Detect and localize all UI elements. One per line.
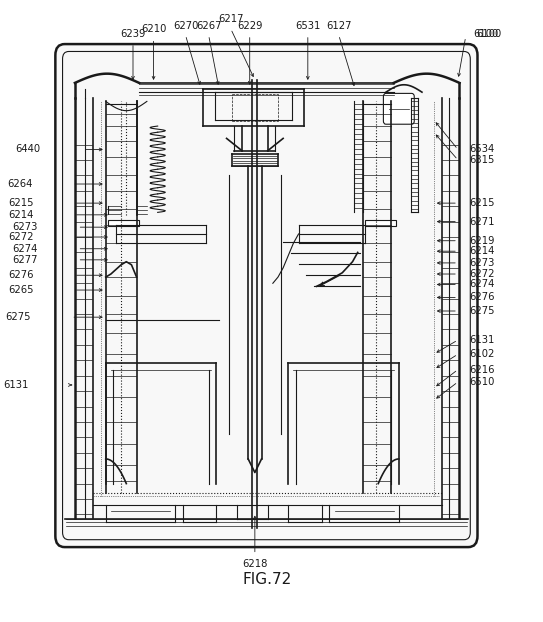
Text: 6215: 6215: [469, 198, 495, 208]
Text: 6272: 6272: [8, 232, 34, 242]
Text: 6274: 6274: [12, 244, 37, 254]
Text: 6276: 6276: [469, 292, 495, 302]
Text: 6276: 6276: [8, 270, 34, 281]
Text: 6265: 6265: [8, 285, 34, 295]
Text: 6239: 6239: [121, 29, 146, 39]
FancyBboxPatch shape: [55, 44, 477, 547]
Text: 6216: 6216: [469, 364, 495, 374]
Text: 6267: 6267: [196, 21, 222, 30]
Bar: [365, 220, 396, 226]
Text: 6531: 6531: [295, 21, 320, 30]
Text: 6510: 6510: [469, 377, 495, 387]
Text: 6275: 6275: [469, 306, 495, 316]
Text: 6100: 6100: [473, 29, 498, 39]
Text: 6315: 6315: [469, 155, 495, 165]
Text: 6229: 6229: [237, 21, 262, 30]
Text: 6274: 6274: [469, 279, 495, 289]
Text: 6217: 6217: [218, 14, 243, 24]
FancyBboxPatch shape: [383, 93, 414, 124]
Text: 6102: 6102: [469, 349, 495, 359]
Text: 6273: 6273: [12, 222, 37, 232]
Text: 6218: 6218: [242, 559, 268, 569]
Text: 6273: 6273: [469, 258, 495, 268]
Bar: [108, 220, 139, 226]
Text: 6264: 6264: [7, 179, 32, 189]
Text: 6277: 6277: [12, 255, 37, 265]
Text: 6127: 6127: [326, 21, 351, 30]
Text: 6275: 6275: [5, 312, 31, 322]
Text: 6100: 6100: [476, 29, 501, 39]
Text: 6219: 6219: [469, 236, 495, 246]
Text: 6214: 6214: [8, 210, 34, 220]
Text: 6271: 6271: [469, 216, 495, 226]
Text: 6534: 6534: [469, 144, 495, 154]
Text: 6272: 6272: [469, 269, 495, 279]
Text: 6131: 6131: [469, 335, 495, 345]
Text: 6131: 6131: [3, 380, 29, 390]
Text: 6215: 6215: [8, 198, 34, 208]
Text: 6270: 6270: [173, 21, 198, 30]
Text: 6440: 6440: [15, 144, 40, 154]
Text: FIG.72: FIG.72: [242, 572, 291, 587]
Text: 6214: 6214: [469, 246, 495, 256]
Text: 6210: 6210: [141, 24, 166, 34]
